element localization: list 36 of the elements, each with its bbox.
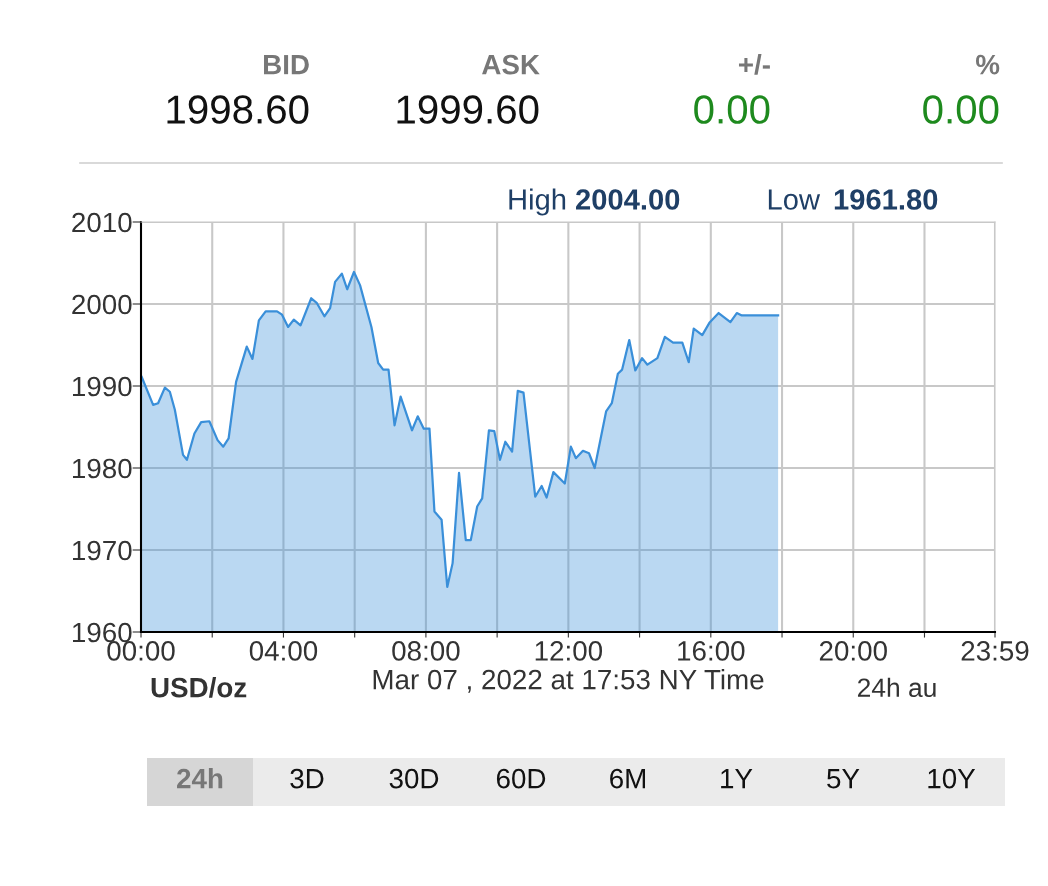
y-tick-label: 1980 [73,458,132,479]
y-tick-label: 2000 [72,294,132,315]
text: 10Y [928,768,976,789]
text: 5Y [827,769,860,789]
text: 30D [389,768,439,789]
text: USD/oz [151,677,247,698]
x-axis-title: Mar 07 , 2022 at 17:53 NY Time [373,669,764,693]
y-tick-label: 2010 [72,212,132,233]
y-tick-label: 1970 [73,540,132,561]
text: 0.00 [923,95,999,124]
text: Low [768,189,821,210]
x-tick-label: 04:00 [249,641,318,661]
x-tick-label: 00:00 [107,641,175,661]
text: 0.00 [694,95,770,124]
text: 24h au [857,677,936,698]
x-tick-label: 16:00 [678,641,745,661]
text: High [509,188,566,216]
text: 1998.60 [167,95,309,124]
text: ASK [482,54,540,75]
x-tick-label: 20:00 [819,641,887,661]
x-tick-label: 12:00 [535,641,603,661]
text: 6M [610,768,646,789]
text: 1961.80 [834,189,938,210]
text: 2004.00 [576,189,680,210]
text: 60D [496,768,546,789]
text: 24h [177,768,223,789]
y-tick-label: 1960 [73,622,132,643]
y-tick-label: 1990 [73,376,132,397]
x-tick-label: 23:59 [961,641,1029,661]
text: % [975,54,1000,75]
text: 1Y [721,769,753,789]
text: 1999.60 [397,95,539,124]
text: +/- [738,54,770,75]
text: BID [264,55,309,75]
text: 3D [290,768,324,789]
x-tick-label: 08:00 [392,641,460,661]
